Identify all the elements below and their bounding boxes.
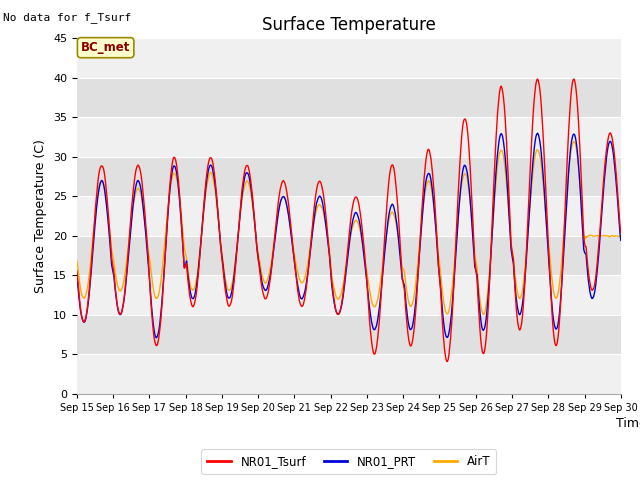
NR01_PRT <box>73 274 81 280</box>
NR01_Tsurf <box>617 230 625 236</box>
NR01_Tsurf <box>570 76 578 82</box>
Text: No data for f_Tsurf: No data for f_Tsurf <box>3 12 131 23</box>
NR01_PRT <box>617 238 625 243</box>
Bar <box>77 78 621 117</box>
Bar <box>77 196 621 236</box>
AirT <box>83 289 90 295</box>
NR01_Tsurf <box>443 359 451 364</box>
AirT <box>223 282 230 288</box>
NR01_Tsurf <box>223 296 230 301</box>
X-axis label: Time: Time <box>616 417 640 430</box>
NR01_PRT <box>139 199 147 205</box>
NR01_Tsurf <box>83 310 90 316</box>
AirT <box>73 258 81 264</box>
Line: NR01_Tsurf: NR01_Tsurf <box>77 79 621 361</box>
NR01_Tsurf <box>194 276 202 282</box>
Line: AirT: AirT <box>77 142 621 314</box>
Title: Surface Temperature: Surface Temperature <box>262 16 436 34</box>
Legend: NR01_Tsurf, NR01_PRT, AirT: NR01_Tsurf, NR01_PRT, AirT <box>202 449 496 474</box>
Text: BC_met: BC_met <box>81 41 131 54</box>
AirT <box>570 139 578 144</box>
Bar <box>77 275 621 315</box>
AirT <box>139 202 147 208</box>
NR01_Tsurf <box>73 268 81 274</box>
NR01_PRT <box>152 335 160 341</box>
Line: NR01_PRT: NR01_PRT <box>77 133 621 338</box>
Bar <box>77 117 621 157</box>
NR01_PRT <box>416 250 424 255</box>
AirT <box>431 211 438 217</box>
Bar <box>77 315 621 354</box>
NR01_Tsurf <box>415 260 422 265</box>
NR01_Tsurf <box>431 199 438 204</box>
Bar <box>77 236 621 275</box>
AirT <box>617 234 625 240</box>
NR01_PRT <box>195 264 202 270</box>
Bar <box>77 38 621 78</box>
AirT <box>480 312 488 317</box>
Bar <box>77 354 621 394</box>
NR01_PRT <box>534 130 541 136</box>
AirT <box>194 266 202 272</box>
AirT <box>415 250 422 256</box>
NR01_Tsurf <box>139 186 147 192</box>
Y-axis label: Surface Temperature (C): Surface Temperature (C) <box>35 139 47 293</box>
NR01_PRT <box>223 293 231 299</box>
NR01_PRT <box>431 221 439 227</box>
Bar <box>77 157 621 196</box>
NR01_PRT <box>83 311 90 317</box>
